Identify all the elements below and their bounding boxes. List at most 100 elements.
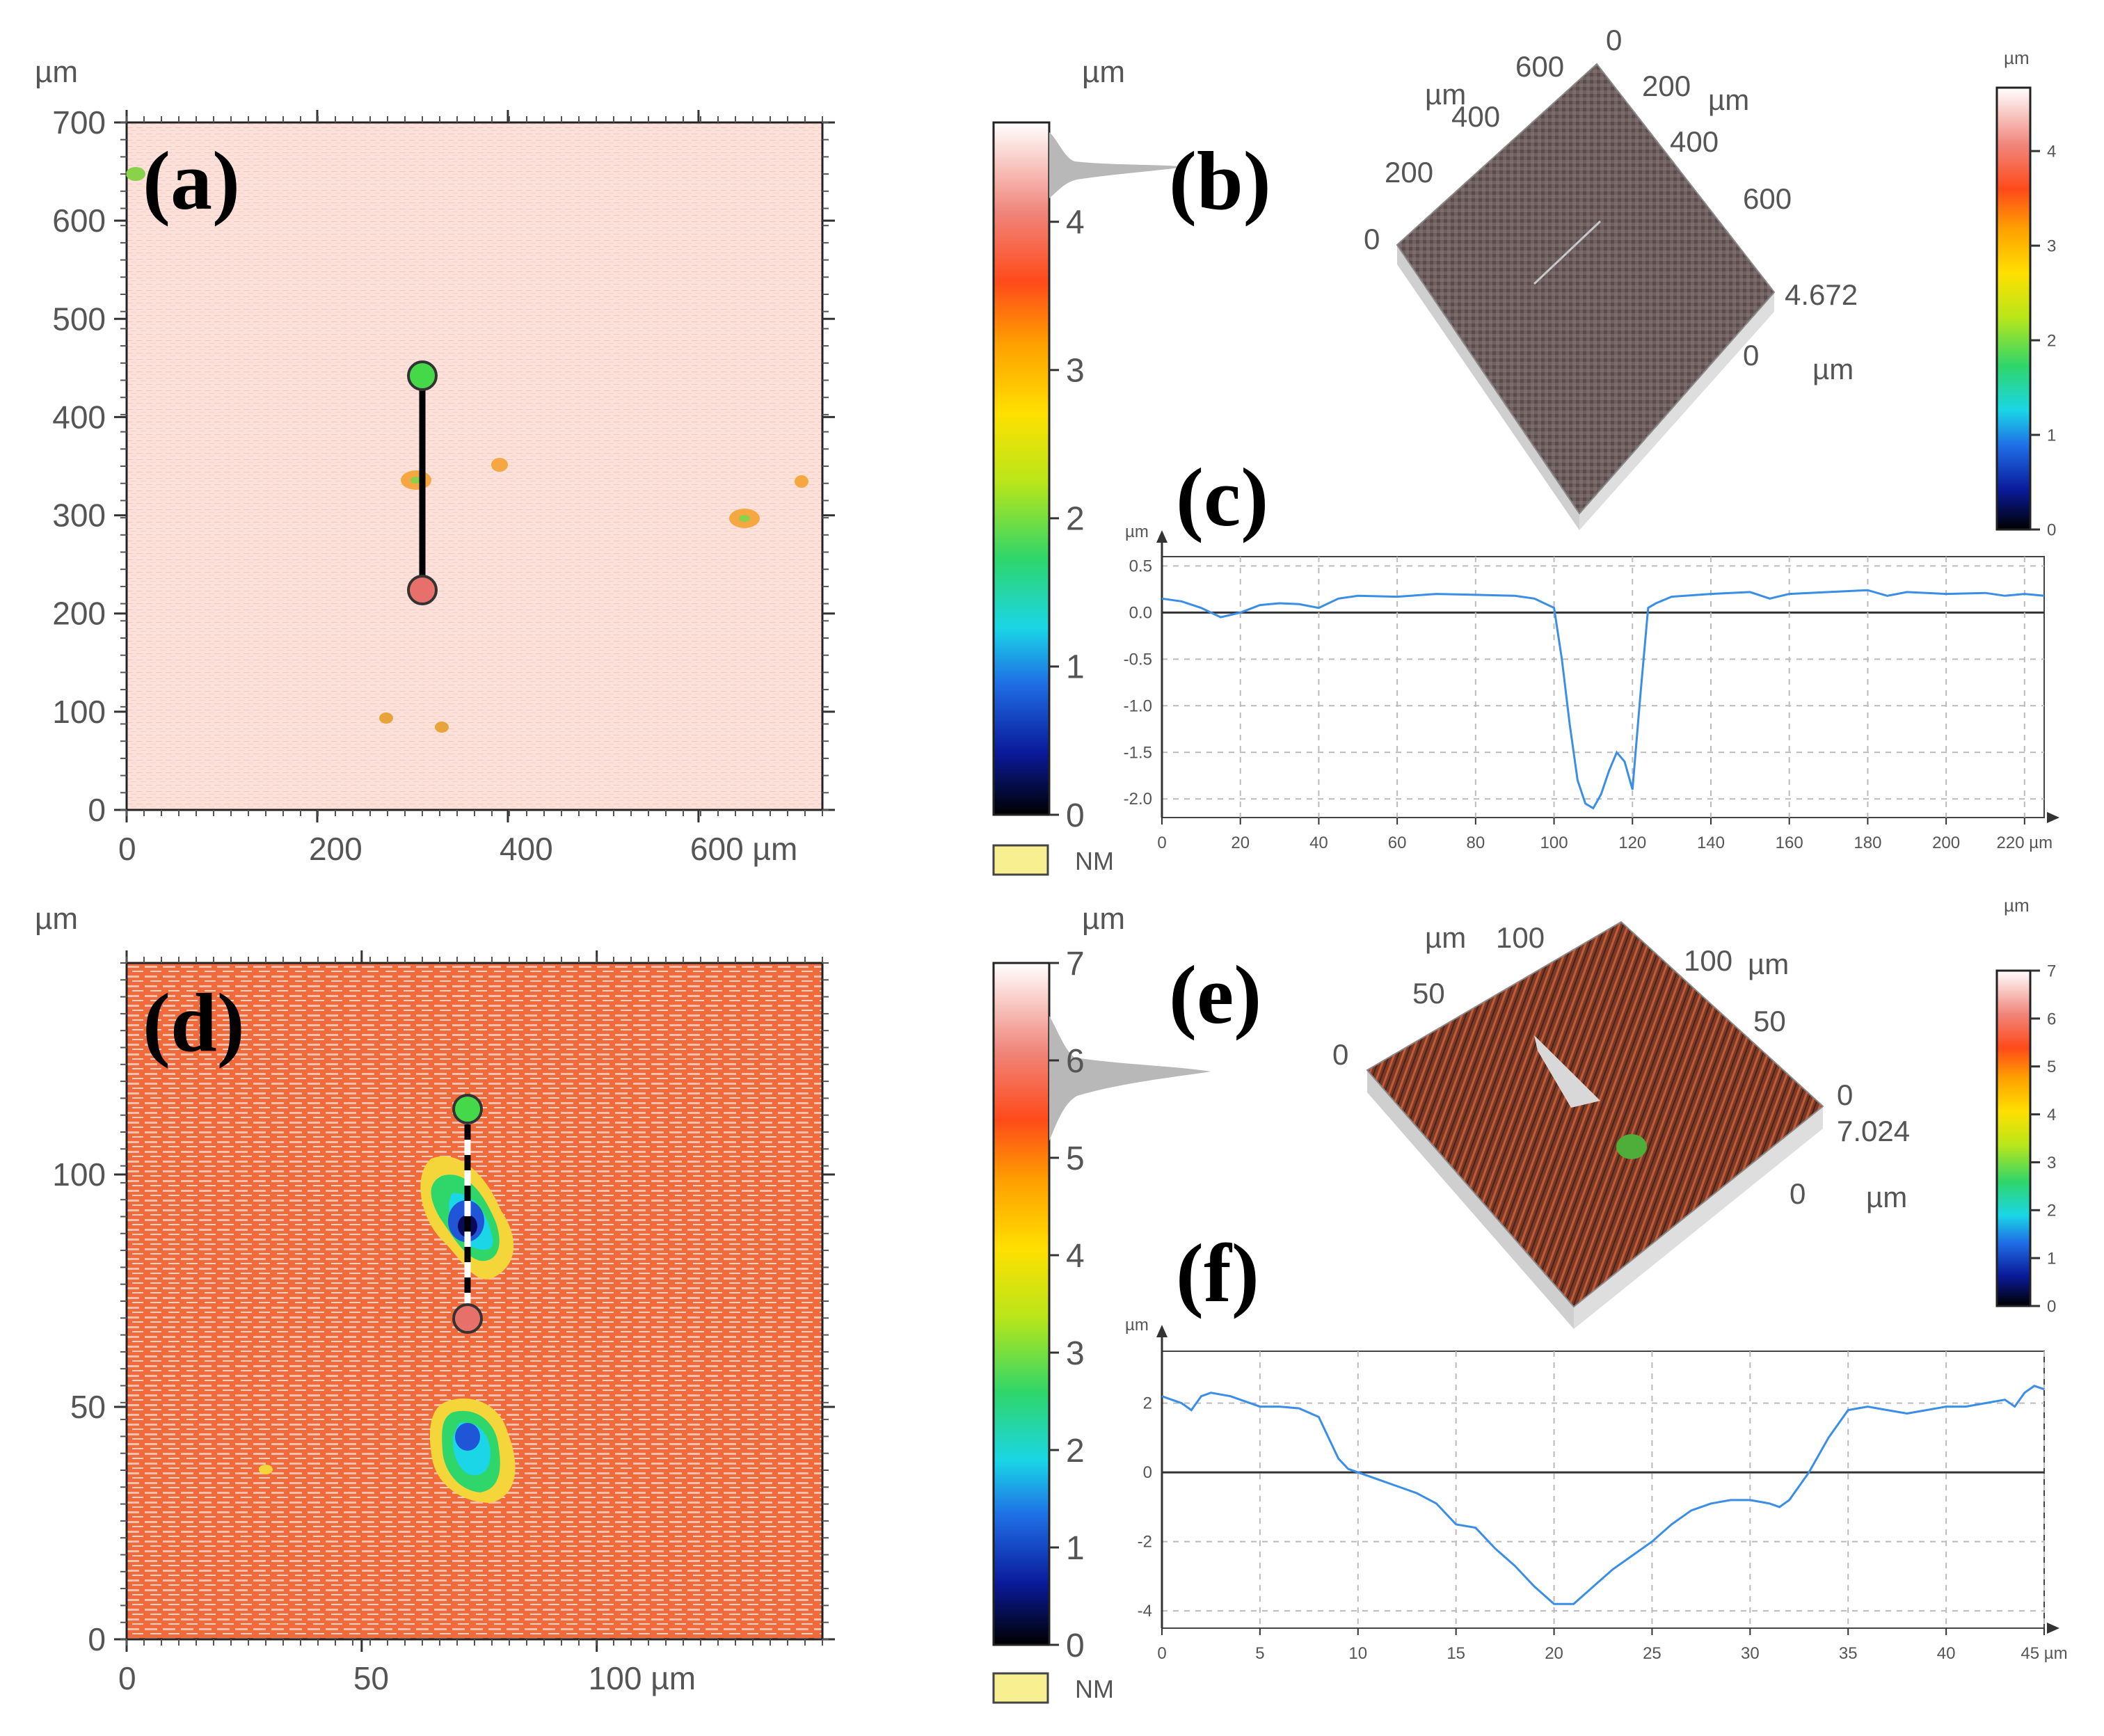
f-y-tick-label: 0 (1143, 1463, 1152, 1482)
colorbar-top-tick-label: 1 (1066, 649, 1085, 686)
defect-spot (435, 722, 449, 733)
b-axis-unit: µm (1425, 78, 1466, 111)
panel-d-unit: µm (35, 902, 78, 936)
panel-label-d: (d) (143, 976, 245, 1069)
c-y-tick-label: -0.5 (1124, 650, 1152, 669)
c-x-tick-label: 100 (1540, 834, 1568, 852)
colorbar-top-ticks: 0 1 2 3 4 (1049, 205, 1085, 834)
c-x-tick-label: 140 (1697, 834, 1725, 852)
b-axis-tick: 600 (1515, 50, 1564, 83)
a-y-tick-label: 500 (52, 301, 106, 337)
pit-3d-e (1616, 1134, 1647, 1159)
colorbar-top-tick-label: 3 (1066, 353, 1085, 390)
z-min-label-b: 0 (1743, 339, 1759, 372)
panel-a: µm (a) 0 100 200 300 400 500 600 700 0 200 400 600… (35, 55, 835, 867)
colorbar-bottom-tick-label: 3 (1066, 1335, 1085, 1372)
panel-d-x-axis: 0 50 100 µm (118, 950, 823, 1696)
colorbar-e-tick-label: 5 (2047, 1058, 2056, 1076)
panel-label-c: (c) (1176, 451, 1268, 543)
z-unit-label-b: µm (1812, 353, 1854, 385)
colorbar-top: µm 0 1 2 3 4 NM (992, 55, 1183, 876)
nm-legend-swatch-bottom (992, 1672, 1049, 1704)
colorbar-b-tick-label: 4 (2047, 143, 2056, 161)
defect-spot (739, 515, 750, 522)
b-axis-tick: 400 (1451, 100, 1500, 133)
f-y-tick-label: -4 (1138, 1602, 1152, 1620)
defect-spot (411, 477, 422, 484)
colorbar-b (1995, 86, 2032, 531)
a-y-tick-label: 400 (52, 399, 106, 435)
c-y-tick-label: 0.0 (1129, 603, 1152, 622)
nm-legend-label-bottom: NM (1075, 1675, 1114, 1703)
z-max-label-e: 7.024 (1837, 1115, 1910, 1147)
f-y-unit: µm (1125, 1316, 1149, 1335)
colorbar-e-tick-label: 1 (2047, 1250, 2056, 1268)
a-y-tick-label: 600 (52, 202, 106, 239)
colorbar-bottom-tick-label: 0 (1066, 1627, 1085, 1664)
f-x-tick-label: 45 µm (2021, 1644, 2067, 1663)
surface-3d-e-side-right (1574, 1106, 1823, 1329)
colorbar-b-tick-label: 0 (2047, 520, 2056, 539)
colorbar-bottom-tick-label: 4 (1066, 1238, 1085, 1275)
panel-label-b: (b) (1169, 134, 1271, 227)
profile-plot-c-series (1161, 589, 2045, 810)
profile-plot-f-axes: 20-2-40 5 10 15 20 25 30 35 40 45 µm (1138, 1325, 2068, 1663)
a-y-tick-label: 100 (52, 694, 106, 730)
d-y-tick-label: 50 (70, 1389, 106, 1425)
colorbar-e-ticks: 0 1 2 3 4 5 6 7 (2030, 962, 2056, 1316)
c-x-tick-label: 220 µm (1997, 834, 2053, 852)
a-x-tick-label: 200 (309, 831, 362, 867)
c-x-tick-label: 40 (1309, 834, 1328, 852)
nm-legend-swatch-top (992, 844, 1049, 876)
d-y-tick-label: 0 (88, 1621, 106, 1657)
panel-b: (b) 0 600 400 µm 200 0 200 µm 400 600 4.… (1169, 24, 2056, 539)
f-y-axis-arrow (1156, 1325, 1167, 1337)
pit-2 (429, 1399, 516, 1503)
a-x-tick-label: 0 (118, 831, 136, 867)
colorbar-top-tick-label: 2 (1066, 501, 1085, 538)
colorbar-top-gradient (992, 121, 1051, 816)
colorbar-bottom-tick-label: 1 (1066, 1530, 1085, 1567)
a-y-tick-label: 300 (52, 497, 106, 534)
f-x-tick-label: 0 (1157, 1644, 1166, 1663)
panel-a-x-axis: 0 200 400 600 µm (118, 110, 823, 867)
c-x-tick-label: 80 (1466, 834, 1485, 852)
colorbar-e-tick-label: 6 (2047, 1010, 2056, 1028)
c-y-tick-label: 0.5 (1129, 557, 1152, 575)
c-y-axis-arrow (1156, 530, 1167, 543)
c-x-tick-label: 0 (1157, 834, 1166, 852)
panel-label-e: (e) (1169, 948, 1261, 1041)
cursor-end-handle-d[interactable] (452, 1303, 483, 1334)
c-profile-line (1161, 589, 2045, 810)
c-x-tick-label: 60 (1388, 834, 1407, 852)
panel-label-f: (f) (1176, 1227, 1259, 1319)
panel-f: (f) µm 20-2-40 5 10 15 20 25 30 35 40 45 µm (1125, 1227, 2068, 1663)
cursor-start-handle[interactable] (407, 360, 438, 391)
colorbar-bottom-tick-label: 5 (1066, 1140, 1085, 1177)
b-axis-unit: µm (1708, 83, 1749, 116)
e-cbar-unit: µm (2004, 895, 2030, 916)
colorbar-b-ticks: 0 1 2 3 4 (2030, 143, 2056, 539)
d-x-tick-label: 0 (118, 1660, 136, 1696)
pit-bottom (455, 1423, 480, 1451)
colorbar-e-tick-label: 0 (2047, 1297, 2056, 1316)
e-axis-tick: 0 (1332, 1038, 1348, 1071)
b-axis-tick: 200 (1642, 70, 1691, 102)
panel-label-a: (a) (143, 134, 240, 227)
f-x-axis-arrow (2047, 1623, 2059, 1634)
colorbar-e-tick-label: 4 (2047, 1106, 2056, 1124)
z-max-label-b: 4.672 (1785, 278, 1858, 311)
cursor-start-handle-d[interactable] (452, 1094, 483, 1124)
cursor-end-handle[interactable] (407, 575, 438, 605)
colorbar-e-tick-label: 2 (2047, 1202, 2056, 1220)
panel-a-unit: µm (35, 55, 78, 89)
f-x-tick-label: 10 (1348, 1644, 1367, 1663)
profile-plot-c-grid (1161, 557, 2044, 818)
b-axis-tick: 200 (1385, 156, 1433, 189)
b-cbar-unit: µm (2004, 47, 2030, 68)
defect-spot (491, 458, 508, 472)
defect-spot (259, 1465, 273, 1474)
f-x-tick-label: 25 (1643, 1644, 1661, 1663)
surface-3d-b-side-right (1579, 292, 1774, 530)
